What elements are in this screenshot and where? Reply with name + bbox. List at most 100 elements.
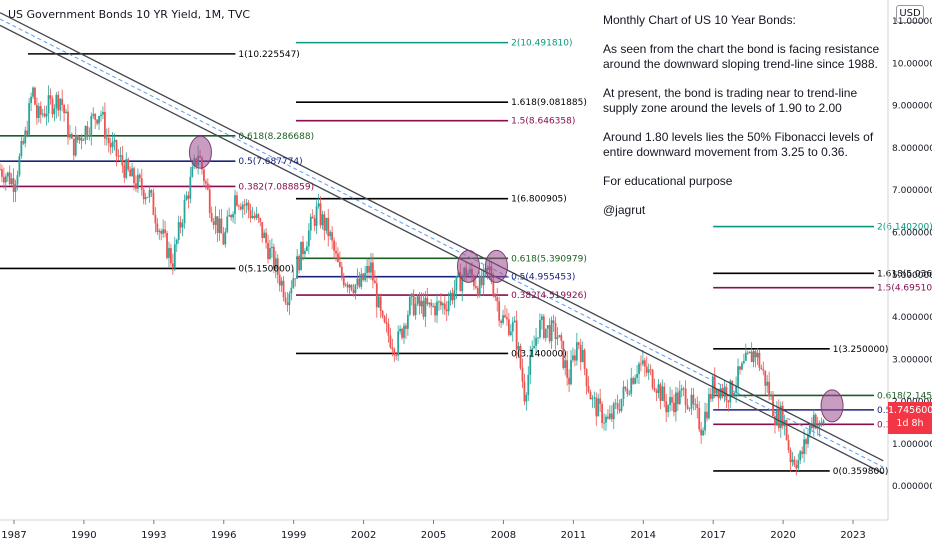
candle-body [138,174,141,179]
candle-body [587,386,590,392]
candle-body [204,181,207,184]
candle-body [805,439,807,444]
x-tick-label: 2005 [421,530,446,541]
candle-body [399,328,402,332]
candle-body [154,214,157,224]
candle-body [531,348,534,355]
candle-body [447,300,450,312]
candle-body [605,416,607,423]
candle-body [401,328,403,338]
trendline-upper [0,12,884,462]
candle-body [387,323,390,336]
candle-body [70,134,73,139]
candle-body [395,355,398,357]
candle-body [348,284,351,288]
candle-body [459,272,462,292]
candle-body [640,363,642,365]
candle-body [383,316,386,323]
candle-body [494,295,497,298]
candle-body [63,105,65,114]
candle-body [708,393,710,419]
candle-body [455,276,458,291]
candle-body [61,98,64,106]
candle-body [321,214,324,226]
candle-body [595,397,598,417]
candle-body [673,402,675,413]
candle-body [820,422,823,424]
candle-body [688,408,691,410]
y-tick-label: 8.000000 [892,144,932,154]
candle-body [500,320,503,323]
analysis-note: Monthly Chart of US 10 Year Bonds: As se… [603,13,883,232]
candle-body [364,273,367,281]
candle-body [65,111,67,114]
candle-body [45,113,48,117]
fib-level-label: 2(6.140200) [877,223,932,233]
candle-body [519,346,522,368]
candle-body [78,137,81,141]
candle-body [647,369,650,373]
candle-body [764,370,767,386]
candle-body [278,274,281,286]
candle-body [111,141,114,148]
highlight-circle [456,249,480,283]
candle-body [280,280,283,286]
candle-body [261,222,264,238]
candle-body [624,386,627,389]
candle-body [292,278,295,288]
y-tick-label: 11.000000 [892,17,932,27]
fib-level-label: 1.618(9.081885) [511,98,587,108]
candle-body [498,301,501,321]
note-line: For educational purpose [603,174,733,188]
candle-body [618,408,621,411]
candle-body [661,386,664,401]
candle-body [507,319,510,336]
candle-body [381,310,384,317]
candle-body [612,403,615,420]
currency-badge[interactable]: USD [896,5,924,23]
candle-body [653,387,656,391]
candle-body [82,140,85,141]
candle-body [791,459,794,463]
candle-body [346,284,349,288]
candle-body [166,233,168,258]
candle-body [302,241,304,255]
last-price-countdown: 1d 8h [896,418,924,429]
candle-body [453,290,456,301]
fib-level-label: 1.618(5.036144) [877,269,932,279]
candle-body [482,269,485,286]
note-line: Around 1.80 levels lies the 50% Fibonacc… [603,130,874,159]
candle-body [403,325,405,338]
candle-body [358,278,361,287]
candle-body [214,216,217,225]
candle-body [183,199,186,224]
candle-body [614,403,617,405]
candle-body [121,155,124,166]
x-tick-label: 2011 [561,530,586,541]
candle-body [461,277,464,292]
candle-body [69,134,71,138]
fib-level-label: 1(3.250000) [833,345,889,355]
candle-body [340,266,343,277]
candle-body [232,214,234,218]
candle-body [434,305,436,316]
candle-body [537,337,539,339]
x-tick-label: 1987 [1,530,26,541]
candle-body [777,409,780,429]
candle-body [809,424,811,435]
candle-body [754,351,757,358]
candle-body [601,403,603,424]
candle-body [801,451,804,455]
fib-level-label: 1(10.225547) [238,50,299,60]
candle-body [286,302,289,306]
fib-level-label: 0.618(8.286688) [238,132,314,142]
candle-body [2,176,5,183]
candle-body [616,403,619,409]
candle-body [772,395,774,417]
candle-body [655,390,658,393]
candle-body [521,367,524,382]
candle-body [210,213,213,222]
candle-body [305,246,308,251]
y-tick-label: 9.000000 [892,102,932,112]
